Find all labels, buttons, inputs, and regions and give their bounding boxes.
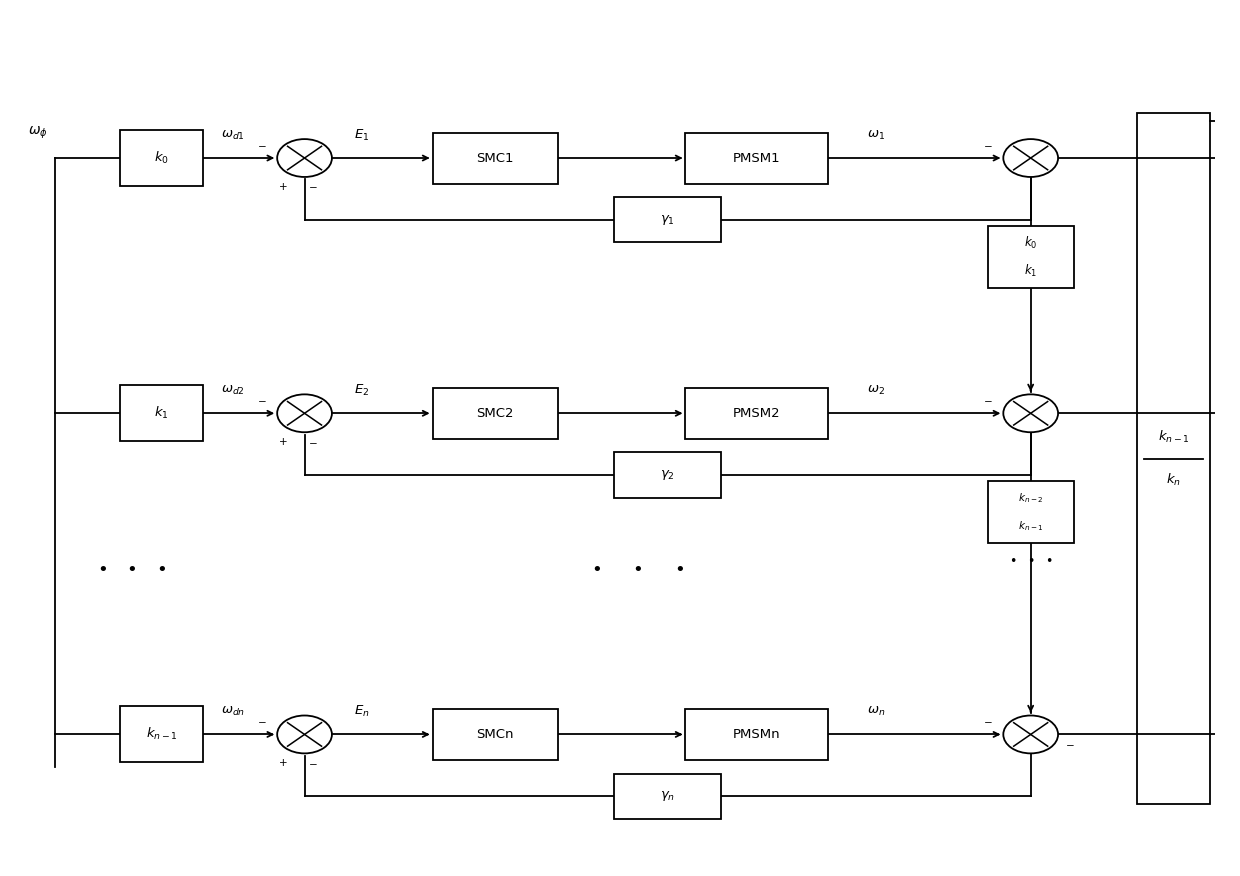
Bar (988, 226, 1074, 287)
Text: $\omega_{\phi}$: $\omega_{\phi}$ (29, 125, 48, 142)
Text: $k_n$: $k_n$ (1166, 472, 1180, 488)
Bar (614, 774, 722, 819)
Text: $-$: $-$ (983, 140, 993, 150)
Bar (614, 452, 722, 498)
Text: $+$: $+$ (278, 436, 288, 448)
Text: $\omega_{d1}$: $\omega_{d1}$ (221, 129, 246, 142)
Text: $\gamma_n$: $\gamma_n$ (660, 789, 675, 803)
Bar (433, 709, 558, 760)
Text: $k_{n-1}$: $k_{n-1}$ (146, 726, 177, 743)
Text: $k_1$: $k_1$ (1024, 263, 1038, 279)
Bar (686, 388, 828, 439)
Circle shape (1003, 139, 1058, 177)
Circle shape (1003, 394, 1058, 432)
Bar (686, 132, 828, 184)
Text: $\omega_n$: $\omega_n$ (867, 705, 885, 718)
Text: $-$: $-$ (308, 437, 317, 447)
Bar (433, 388, 558, 439)
Text: $k_1$: $k_1$ (154, 406, 169, 421)
Text: $k_{n-2}$: $k_{n-2}$ (1018, 491, 1043, 505)
Text: •: • (590, 561, 601, 579)
Text: $+$: $+$ (278, 181, 288, 192)
Bar (120, 385, 203, 442)
Text: PMSMn: PMSMn (733, 728, 781, 741)
Text: $-$: $-$ (257, 395, 267, 405)
Text: •: • (1009, 555, 1017, 568)
Text: $-$: $-$ (308, 181, 317, 192)
Bar (1137, 113, 1210, 804)
Text: •: • (126, 561, 138, 579)
Circle shape (1003, 716, 1058, 753)
Text: $E_n$: $E_n$ (353, 703, 370, 719)
Text: $E_1$: $E_1$ (353, 127, 370, 143)
Text: •: • (1027, 555, 1034, 568)
Text: $-$: $-$ (1065, 739, 1075, 749)
Text: $-$: $-$ (257, 140, 267, 150)
Bar (120, 706, 203, 762)
Circle shape (278, 139, 332, 177)
Circle shape (278, 394, 332, 432)
Text: •: • (97, 561, 108, 579)
Text: PMSM1: PMSM1 (733, 152, 781, 165)
Bar (614, 197, 722, 243)
Text: SMCn: SMCn (476, 728, 513, 741)
Bar (120, 130, 203, 186)
Text: $\omega_{d2}$: $\omega_{d2}$ (221, 384, 246, 397)
Text: $k_{n-1}$: $k_{n-1}$ (1158, 429, 1189, 445)
Text: $\omega_{dn}$: $\omega_{dn}$ (221, 705, 246, 718)
Text: $-$: $-$ (308, 758, 317, 768)
Text: $-$: $-$ (983, 717, 993, 726)
Text: •: • (632, 561, 644, 579)
Text: $k_0$: $k_0$ (154, 150, 169, 166)
Text: •: • (156, 561, 167, 579)
Text: $\gamma_1$: $\gamma_1$ (660, 213, 675, 227)
Bar (686, 709, 828, 760)
Text: $k_{n-1}$: $k_{n-1}$ (1018, 519, 1043, 533)
Text: SMC2: SMC2 (476, 406, 513, 420)
Text: PMSM2: PMSM2 (733, 406, 781, 420)
Text: $\gamma_2$: $\gamma_2$ (660, 468, 675, 482)
Text: SMC1: SMC1 (476, 152, 513, 165)
Text: •: • (1045, 555, 1053, 568)
Text: •: • (675, 561, 684, 579)
Text: $\omega_2$: $\omega_2$ (867, 384, 885, 397)
Bar (433, 132, 558, 184)
Text: $+$: $+$ (278, 758, 288, 768)
Circle shape (278, 716, 332, 753)
Bar (988, 481, 1074, 543)
Text: $k_0$: $k_0$ (1024, 235, 1038, 251)
Text: $E_2$: $E_2$ (355, 383, 370, 398)
Text: $-$: $-$ (983, 395, 993, 405)
Text: $-$: $-$ (257, 717, 267, 726)
Text: $\omega_1$: $\omega_1$ (867, 129, 885, 142)
